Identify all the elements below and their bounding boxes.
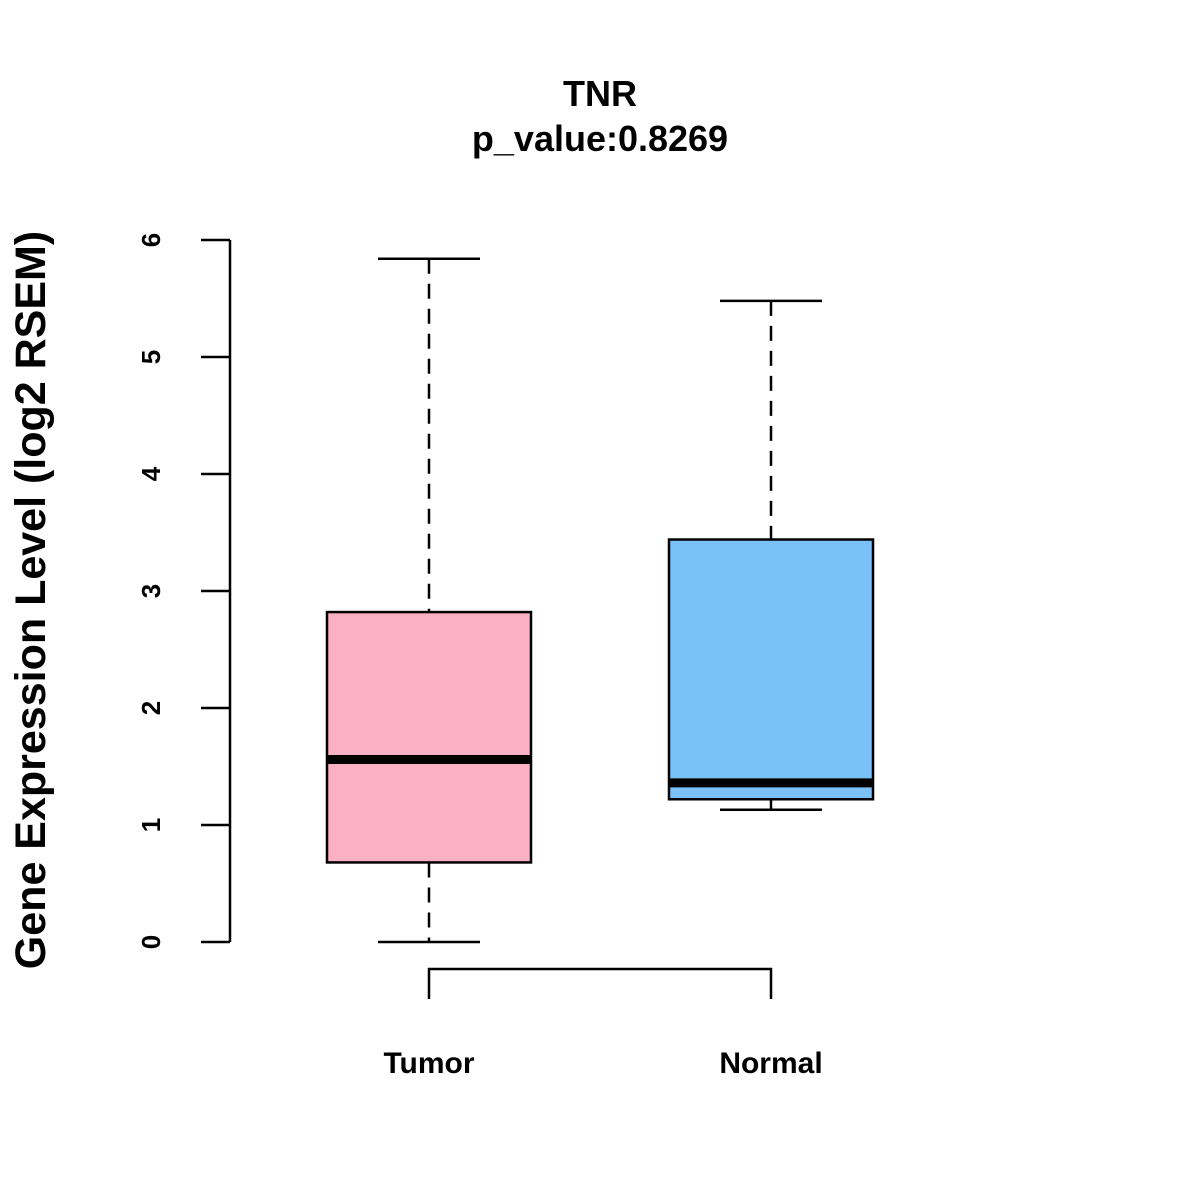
y-tick-label: 5	[136, 350, 166, 364]
y-tick-label: 0	[136, 935, 166, 949]
box-tumor	[325, 257, 533, 944]
chart-subtitle: p_value:0.8269	[472, 118, 728, 159]
bracket-line	[427, 967, 773, 999]
y-tick-label: 2	[136, 701, 166, 715]
boxes	[325, 257, 875, 944]
box-iqr	[667, 538, 875, 801]
y-tick-label: 1	[136, 818, 166, 832]
y-axis: 0 1 2 3 4 5 6	[136, 233, 232, 949]
y-tick-label: 4	[136, 466, 166, 481]
y-tick-label: 3	[136, 584, 166, 598]
box-normal	[667, 299, 875, 812]
x-axis-labels: Tumor Normal	[383, 1047, 822, 1080]
x-label-normal: Normal	[719, 1047, 822, 1080]
comparison-bracket	[427, 967, 773, 999]
y-tick-label: 6	[136, 233, 166, 247]
box-iqr	[325, 610, 533, 864]
x-label-tumor: Tumor	[383, 1047, 474, 1080]
chart-title: TNR	[563, 73, 637, 114]
y-axis-label: Gene Expression Level (log2 RSEM)	[7, 231, 55, 969]
